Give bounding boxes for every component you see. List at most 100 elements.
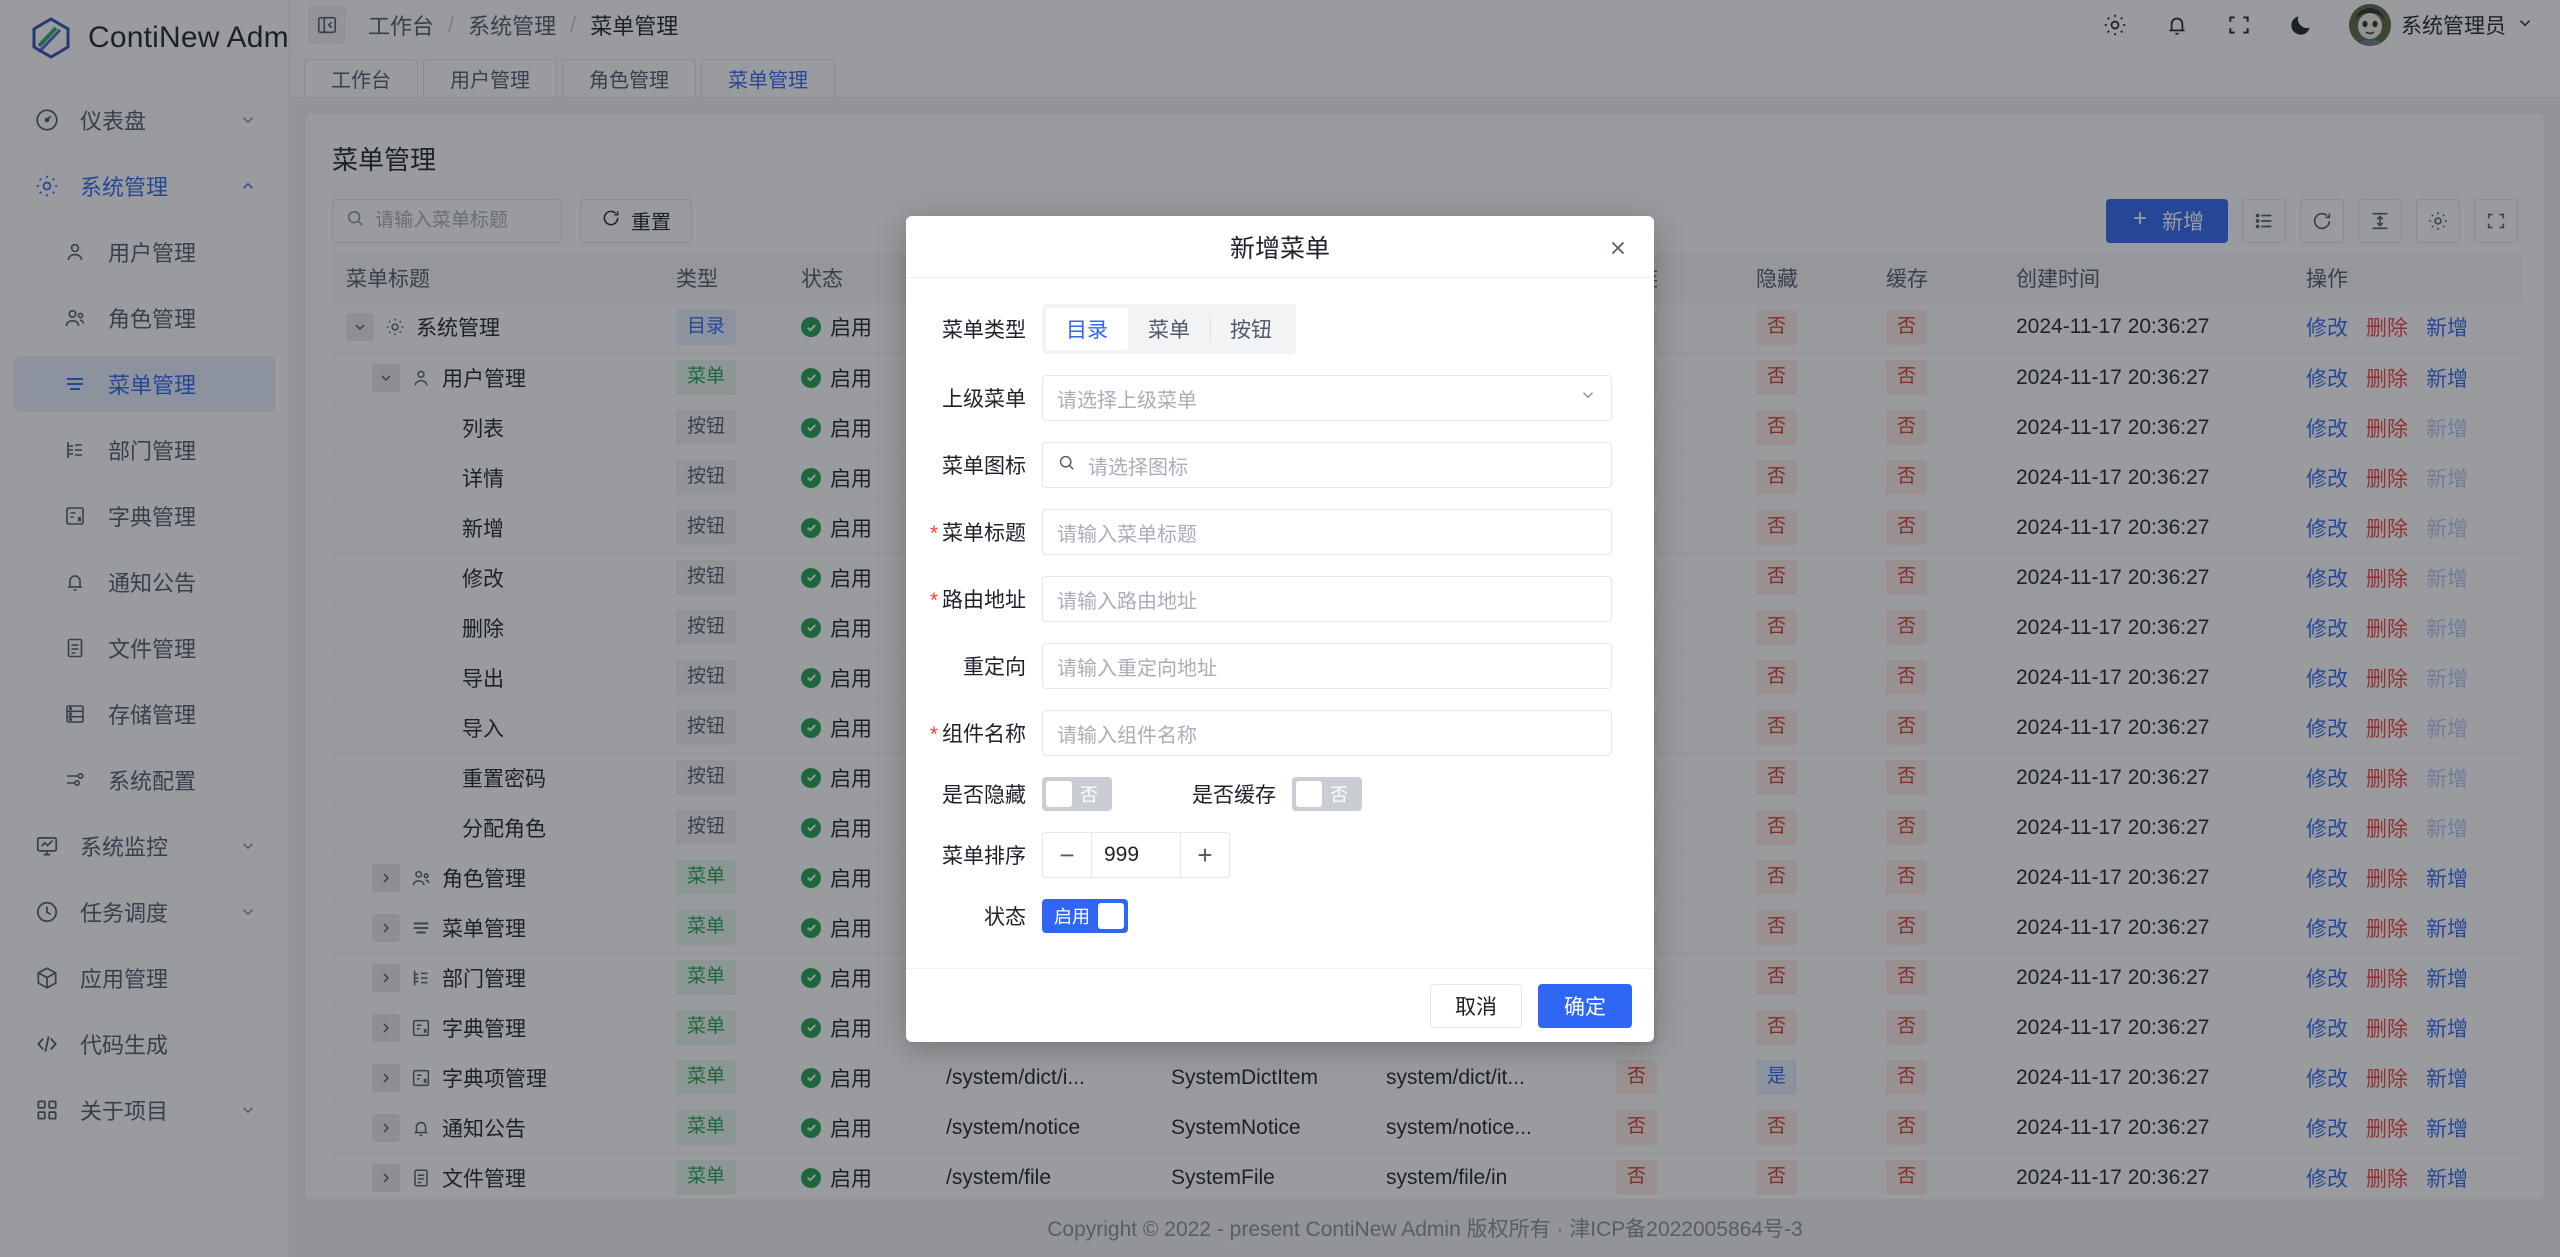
row-add-link[interactable]: 新增 [2426,1017,2468,1041]
sidebar-item-about[interactable]: 关于项目 [14,1082,275,1138]
row-edit-link[interactable]: 修改 [2306,1017,2348,1041]
row-delete-link[interactable]: 删除 [2366,817,2408,841]
is-hidden-toggle[interactable]: 否 [1042,777,1112,811]
bell-icon[interactable] [2163,11,2191,39]
row-delete-link[interactable]: 删除 [2366,417,2408,441]
refresh-icon[interactable] [2300,198,2344,243]
menu-type-option-menu[interactable]: 菜单 [1148,319,1190,342]
row-add-link[interactable]: 新增 [2426,917,2468,941]
component-name-input[interactable]: 请输入组件名称 [1042,710,1612,756]
gear-icon[interactable] [2101,11,2129,39]
user-menu[interactable]: 系统管理员 [2349,4,2534,47]
row-delete-link[interactable]: 删除 [2366,867,2408,891]
row-expander-icon[interactable] [372,963,400,992]
table-row[interactable]: 通知公告 菜单 启用/system/notice SystemNotice system… [332,1102,2522,1154]
column-settings-icon[interactable] [2416,198,2460,243]
route-path-input[interactable]: 请输入路由地址 [1042,576,1612,622]
row-add-link[interactable]: 新增 [2426,467,2468,491]
row-edit-link[interactable]: 修改 [2306,567,2348,591]
moon-icon[interactable] [2287,11,2315,39]
stepper-increment-button[interactable]: + [1197,839,1213,870]
stepper-decrement-button[interactable]: − [1059,839,1075,870]
sidebar-item-system[interactable]: 系统管理 [14,158,275,214]
sidebar-item-users[interactable]: 用户管理 [14,224,275,280]
row-edit-link[interactable]: 修改 [2306,717,2348,741]
menu-type-option-directory[interactable]: 目录 [1046,308,1128,350]
fullscreen-icon[interactable] [2225,11,2253,39]
row-edit-link[interactable]: 修改 [2306,617,2348,641]
row-delete-link[interactable]: 删除 [2366,967,2408,991]
tab-user-management[interactable]: 用户管理 [423,58,557,97]
row-add-link[interactable]: 新增 [2426,967,2468,991]
row-delete-link[interactable]: 删除 [2366,517,2408,541]
row-expander-icon[interactable] [372,363,400,392]
tab-role-management[interactable]: 角色管理 [562,58,696,97]
status-toggle[interactable]: 启用 [1042,899,1128,933]
sidebar-item-dictionary[interactable]: 字典管理 [14,488,275,544]
menu-type-option-button[interactable]: 按钮 [1210,308,1292,350]
search-input[interactable] [332,198,562,243]
row-add-link[interactable]: 新增 [2426,1067,2468,1091]
row-delete-link[interactable]: 删除 [2366,767,2408,791]
row-edit-link[interactable]: 修改 [2306,367,2348,391]
row-edit-link[interactable]: 修改 [2306,817,2348,841]
row-expander-icon[interactable] [372,1163,400,1192]
row-delete-link[interactable]: 删除 [2366,367,2408,391]
row-add-link[interactable]: 新增 [2426,317,2468,341]
sidebar-item-config[interactable]: 系统配置 [14,752,275,808]
sidebar-item-dashboard[interactable]: 仪表盘 [14,92,275,148]
row-height-icon[interactable] [2358,198,2402,243]
row-delete-link[interactable]: 删除 [2366,617,2408,641]
row-add-link[interactable]: 新增 [2426,667,2468,691]
row-add-link[interactable]: 新增 [2426,717,2468,741]
redirect-input[interactable]: 请输入重定向地址 [1042,643,1612,689]
row-add-link[interactable]: 新增 [2426,417,2468,441]
sidebar-item-codegen[interactable]: 代码生成 [14,1016,275,1072]
sidebar-item-apps[interactable]: 应用管理 [14,950,275,1006]
row-add-link[interactable]: 新增 [2426,767,2468,791]
row-add-link[interactable]: 新增 [2426,817,2468,841]
row-delete-link[interactable]: 删除 [2366,1017,2408,1041]
row-add-link[interactable]: 新增 [2426,1167,2468,1191]
collapse-sidebar-icon[interactable] [308,6,346,45]
row-expander-icon[interactable] [372,913,400,942]
row-delete-link[interactable]: 删除 [2366,317,2408,341]
row-edit-link[interactable]: 修改 [2306,967,2348,991]
parent-menu-select[interactable]: 请选择上级菜单 [1042,375,1612,421]
row-edit-link[interactable]: 修改 [2306,417,2348,441]
table-row[interactable]: 字典项管理 菜单 启用/system/dict/i... SystemDictItem… [332,1052,2522,1104]
row-edit-link[interactable]: 修改 [2306,1167,2348,1191]
is-cached-toggle[interactable]: 否 [1292,777,1362,811]
row-expander-icon[interactable] [372,1013,400,1042]
menu-icon-input[interactable]: 请选择图标 [1042,442,1612,488]
row-add-link[interactable]: 新增 [2426,517,2468,541]
row-edit-link[interactable]: 修改 [2306,517,2348,541]
row-add-link[interactable]: 新增 [2426,367,2468,391]
row-expander-icon[interactable] [372,863,400,892]
search-field[interactable] [375,209,549,232]
row-delete-link[interactable]: 删除 [2366,567,2408,591]
row-edit-link[interactable]: 修改 [2306,667,2348,691]
row-edit-link[interactable]: 修改 [2306,1117,2348,1141]
row-edit-link[interactable]: 修改 [2306,1067,2348,1091]
tab-menu-management[interactable]: 菜单管理 [701,58,835,97]
breadcrumb-item-1[interactable]: 工作台 [368,14,435,40]
row-delete-link[interactable]: 删除 [2366,1167,2408,1191]
row-expander-icon[interactable] [372,1063,400,1092]
row-edit-link[interactable]: 修改 [2306,867,2348,891]
row-delete-link[interactable]: 删除 [2366,1067,2408,1091]
row-edit-link[interactable]: 修改 [2306,467,2348,491]
stepper-value[interactable]: 999 [1091,833,1181,877]
row-edit-link[interactable]: 修改 [2306,317,2348,341]
sidebar-item-monitor[interactable]: 系统监控 [14,818,275,874]
sidebar-item-scheduler[interactable]: 任务调度 [14,884,275,940]
sidebar-item-notice[interactable]: 通知公告 [14,554,275,610]
close-icon[interactable] [1604,234,1632,262]
cancel-button[interactable]: 取消 [1430,983,1522,1028]
sidebar-item-files[interactable]: 文件管理 [14,620,275,676]
breadcrumb-item-3[interactable]: 菜单管理 [590,14,679,40]
row-delete-link[interactable]: 删除 [2366,667,2408,691]
row-delete-link[interactable]: 删除 [2366,1117,2408,1141]
sidebar-item-menus[interactable]: 菜单管理 [14,356,275,412]
sidebar-item-roles[interactable]: 角色管理 [14,290,275,346]
